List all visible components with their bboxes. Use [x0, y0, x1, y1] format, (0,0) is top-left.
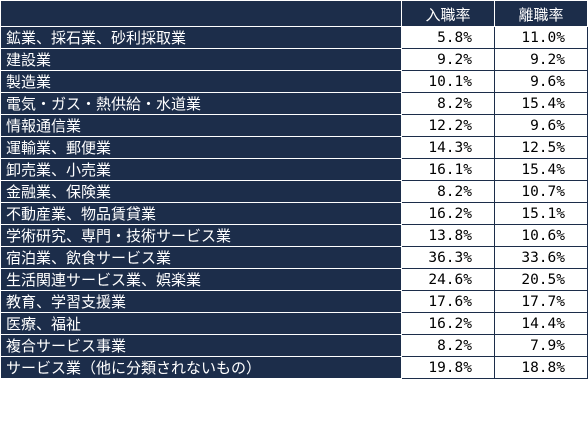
- table-row: 建設業 9.2% 9.2%: [0, 48, 588, 71]
- industry-name-cell: 鉱業、採石業、砂利採取業: [0, 26, 402, 49]
- leave-rate-cell: 10.7%: [494, 180, 588, 203]
- hire-rate-cell: 16.1%: [401, 158, 495, 181]
- leave-rate-cell: 9.2%: [494, 48, 588, 71]
- industry-name-cell: 製造業: [0, 70, 402, 93]
- leave-rate-cell: 17.7%: [494, 290, 588, 313]
- table-row: 宿泊業、飲食サービス業 36.3% 33.6%: [0, 246, 588, 269]
- hire-rate-cell: 8.2%: [401, 92, 495, 115]
- column-header-hire-rate: 入職率: [401, 0, 495, 27]
- leave-rate-cell: 11.0%: [494, 26, 588, 49]
- table-row: 情報通信業 12.2% 9.6%: [0, 114, 588, 137]
- column-header-leave-rate: 離職率: [494, 0, 588, 27]
- leave-rate-cell: 33.6%: [494, 246, 588, 269]
- industry-name-cell: 教育、学習支援業: [0, 290, 402, 313]
- hire-rate-cell: 24.6%: [401, 268, 495, 291]
- hire-rate-cell: 8.2%: [401, 180, 495, 203]
- industry-name-cell: 学術研究、専門・技術サービス業: [0, 224, 402, 247]
- leave-rate-cell: 12.5%: [494, 136, 588, 159]
- table-row: 電気・ガス・熱供給・水道業 8.2% 15.4%: [0, 92, 588, 115]
- table-row: 運輸業、郵便業 14.3% 12.5%: [0, 136, 588, 159]
- table-row: 学術研究、専門・技術サービス業 13.8% 10.6%: [0, 224, 588, 247]
- industry-name-cell: 電気・ガス・熱供給・水道業: [0, 92, 402, 115]
- leave-rate-cell: 9.6%: [494, 114, 588, 137]
- industry-name-cell: 金融業、保険業: [0, 180, 402, 203]
- table-header-row: 入職率 離職率: [0, 0, 588, 27]
- hire-rate-cell: 16.2%: [401, 202, 495, 225]
- industry-name-cell: 建設業: [0, 48, 402, 71]
- leave-rate-cell: 20.5%: [494, 268, 588, 291]
- industry-name-cell: 不動産業、物品賃貸業: [0, 202, 402, 225]
- leave-rate-cell: 15.4%: [494, 158, 588, 181]
- hire-rate-cell: 14.3%: [401, 136, 495, 159]
- hire-rate-cell: 9.2%: [401, 48, 495, 71]
- table-row: 卸売業、小売業 16.1% 15.4%: [0, 158, 588, 181]
- hire-rate-cell: 12.2%: [401, 114, 495, 137]
- industry-name-cell: 複合サービス事業: [0, 334, 402, 357]
- leave-rate-cell: 15.4%: [494, 92, 588, 115]
- industry-name-cell: サービス業（他に分類されないもの）: [0, 356, 402, 379]
- table-row: 医療、福祉 16.2% 14.4%: [0, 312, 588, 335]
- leave-rate-cell: 9.6%: [494, 70, 588, 93]
- hire-rate-cell: 13.8%: [401, 224, 495, 247]
- leave-rate-cell: 15.1%: [494, 202, 588, 225]
- hire-rate-cell: 19.8%: [401, 356, 495, 379]
- table-row: 教育、学習支援業 17.6% 17.7%: [0, 290, 588, 313]
- header-corner-cell: [0, 0, 402, 27]
- hire-rate-cell: 16.2%: [401, 312, 495, 335]
- industry-name-cell: 生活関連サービス業、娯楽業: [0, 268, 402, 291]
- table-row: 鉱業、採石業、砂利採取業 5.8% 11.0%: [0, 26, 588, 49]
- hire-rate-cell: 10.1%: [401, 70, 495, 93]
- table-body: 鉱業、採石業、砂利採取業 5.8% 11.0% 建設業 9.2% 9.2% 製造…: [0, 26, 588, 379]
- leave-rate-cell: 10.6%: [494, 224, 588, 247]
- industry-name-cell: 卸売業、小売業: [0, 158, 402, 181]
- table-row: 不動産業、物品賃貸業 16.2% 15.1%: [0, 202, 588, 225]
- hire-rate-cell: 17.6%: [401, 290, 495, 313]
- table-row: 複合サービス事業 8.2% 7.9%: [0, 334, 588, 357]
- industry-name-cell: 医療、福祉: [0, 312, 402, 335]
- table-row: サービス業（他に分類されないもの） 19.8% 18.8%: [0, 356, 588, 379]
- hire-rate-cell: 8.2%: [401, 334, 495, 357]
- table-row: 生活関連サービス業、娯楽業 24.6% 20.5%: [0, 268, 588, 291]
- leave-rate-cell: 18.8%: [494, 356, 588, 379]
- leave-rate-cell: 7.9%: [494, 334, 588, 357]
- industry-rates-table: 入職率 離職率 鉱業、採石業、砂利採取業 5.8% 11.0% 建設業 9.2%…: [0, 0, 588, 379]
- hire-rate-cell: 5.8%: [401, 26, 495, 49]
- table-row: 金融業、保険業 8.2% 10.7%: [0, 180, 588, 203]
- leave-rate-cell: 14.4%: [494, 312, 588, 335]
- industry-name-cell: 宿泊業、飲食サービス業: [0, 246, 402, 269]
- hire-rate-cell: 36.3%: [401, 246, 495, 269]
- industry-name-cell: 運輸業、郵便業: [0, 136, 402, 159]
- industry-name-cell: 情報通信業: [0, 114, 402, 137]
- table-row: 製造業 10.1% 9.6%: [0, 70, 588, 93]
